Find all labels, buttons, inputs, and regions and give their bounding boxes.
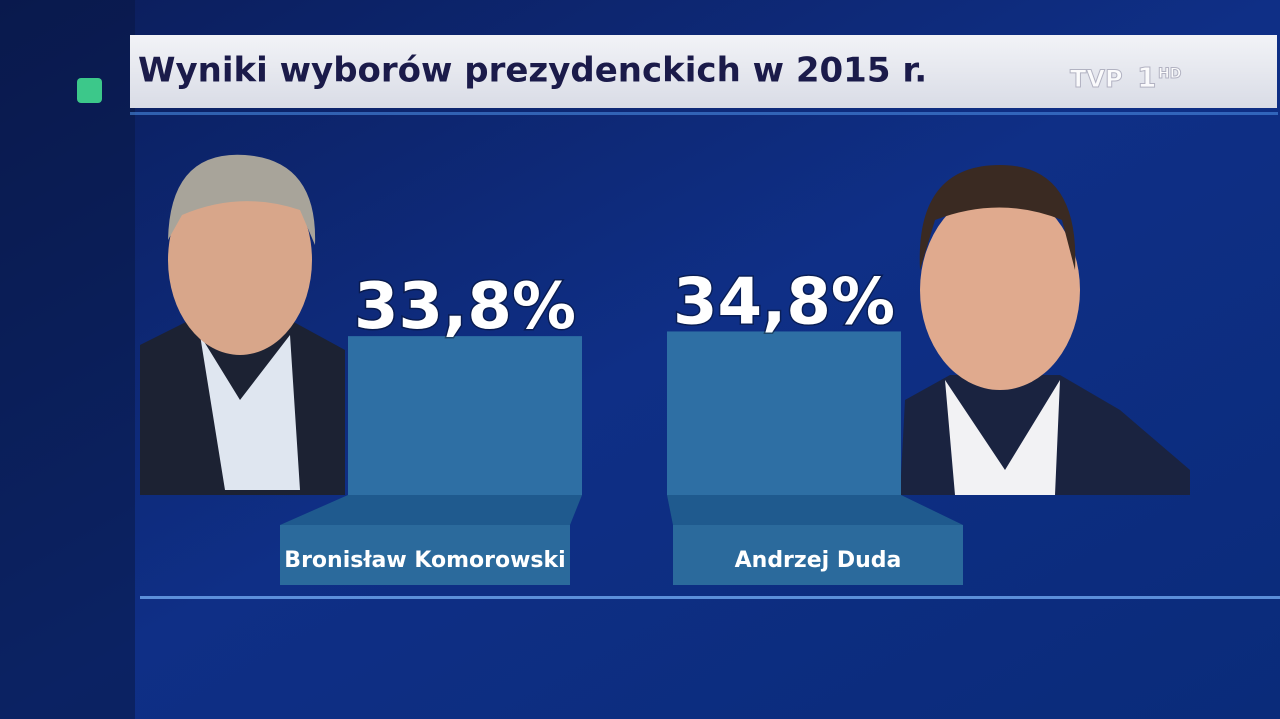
bar-base (280, 495, 582, 525)
portrait (900, 165, 1190, 495)
data-label: 33,8% (354, 270, 576, 344)
portrait (140, 154, 345, 495)
channel-number: 1 (1137, 61, 1156, 94)
header-bar (130, 35, 1277, 108)
bar (667, 331, 901, 495)
data-label: 34,8% (673, 265, 895, 339)
bar-base (667, 495, 963, 525)
channel-quality: HD (1158, 66, 1181, 82)
x-tick-label: Andrzej Duda (735, 548, 902, 573)
channel-name: TVP (1070, 65, 1123, 93)
x-tick-label: Bronisław Komorowski (284, 548, 565, 573)
divider (130, 112, 1278, 115)
divider (140, 596, 1280, 599)
chart-title: Wyniki wyborów prezydenckich w 2015 r. (138, 51, 927, 91)
bar (348, 336, 582, 495)
side-panel (0, 0, 135, 719)
label-plate (673, 525, 963, 585)
icon (77, 78, 102, 103)
label-plate (280, 525, 570, 585)
